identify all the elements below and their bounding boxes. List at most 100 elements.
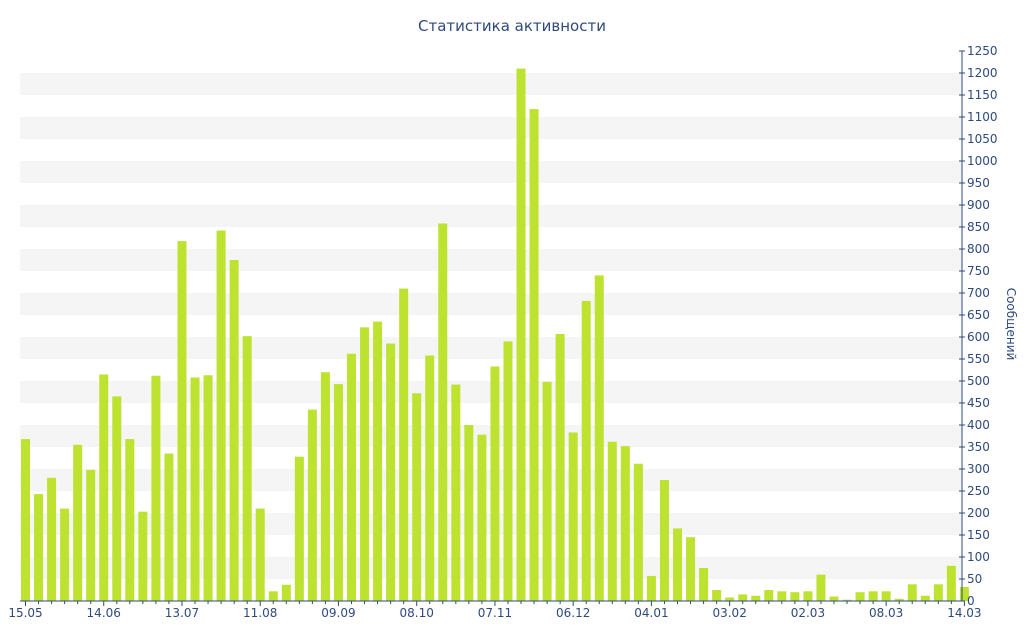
bar (868, 591, 878, 601)
bar (73, 444, 83, 601)
y-tick-label: 250 (967, 484, 990, 498)
bar (594, 275, 604, 601)
bar (399, 288, 409, 601)
bar (242, 336, 252, 601)
bar (216, 230, 226, 601)
y-tick-label: 500 (967, 374, 990, 388)
bar (686, 537, 696, 601)
bar (425, 355, 435, 601)
bar (60, 508, 70, 601)
bar (946, 565, 956, 601)
bar (21, 439, 30, 601)
bar (920, 595, 930, 601)
bar (646, 575, 656, 601)
y-tick-label: 300 (967, 462, 990, 476)
bar (933, 584, 943, 601)
bar (777, 591, 787, 601)
y-tick-label: 350 (967, 440, 990, 454)
y-tick-label: 550 (967, 352, 990, 366)
bar (360, 327, 370, 601)
grid-band (20, 293, 962, 315)
bar (607, 441, 617, 601)
y-tick-label: 150 (967, 528, 990, 542)
y-tick-label: 200 (967, 506, 990, 520)
bar (268, 591, 278, 601)
grid-band (20, 73, 962, 95)
bar (516, 68, 526, 602)
bar (333, 384, 343, 601)
x-tick-label: 09.09 (321, 606, 355, 620)
bar (151, 375, 161, 601)
bar (386, 343, 396, 601)
bar (190, 377, 200, 601)
bar (816, 574, 826, 601)
bar (894, 598, 904, 601)
y-axis: 0 50 100 150 200 250 300 350 400 450 500 550 600 650 7… (959, 44, 998, 608)
bar (881, 591, 891, 601)
bar (790, 592, 800, 601)
x-axis: 15.05 14.06 13.07 11.08 09.09 08.10 07.11 06.12… (8, 600, 982, 620)
y-axis-label: Сообщений (1004, 288, 1018, 361)
y-tick-label: 1250 (967, 44, 998, 58)
y-tick-label: 950 (967, 176, 990, 190)
bar (633, 463, 643, 601)
y-tick-label: 900 (967, 198, 990, 212)
bar (177, 241, 187, 601)
x-tick-label: 14.03 (947, 606, 981, 620)
y-tick-label: 400 (967, 418, 990, 432)
bar (464, 425, 474, 601)
y-tick-label: 100 (967, 550, 990, 564)
bar (347, 353, 356, 601)
bar (47, 477, 57, 601)
x-tick-label: 14.06 (87, 606, 121, 620)
x-tick-label: 13.07 (165, 606, 199, 620)
x-tick-label: 15.05 (8, 606, 42, 620)
y-tick-label: 0 (967, 594, 975, 608)
y-tick-label: 800 (967, 242, 990, 256)
bar (281, 584, 291, 601)
x-tick-label: 08.10 (400, 606, 434, 620)
bar (829, 596, 839, 601)
x-tick-label: 03.02 (712, 606, 746, 620)
bar (307, 409, 317, 601)
y-tick-label: 1050 (967, 132, 998, 146)
x-tick-label: 04.01 (634, 606, 668, 620)
bar (542, 381, 552, 601)
bar (803, 591, 813, 601)
y-tick-label: 850 (967, 220, 990, 234)
bar (503, 341, 513, 601)
grid-band (20, 249, 962, 271)
bar (555, 333, 565, 601)
y-tick-label: 1200 (967, 66, 998, 80)
bar (373, 321, 383, 601)
bar (412, 393, 422, 601)
bar (164, 453, 174, 601)
bar (568, 432, 578, 601)
bar (764, 590, 774, 601)
y-tick-label: 50 (967, 572, 982, 586)
bar (34, 494, 44, 601)
bar (620, 446, 630, 601)
x-tick-label: 07.11 (478, 606, 512, 620)
y-tick-label: 1150 (967, 88, 998, 102)
bar (451, 384, 461, 601)
bar (490, 366, 500, 601)
bar (659, 480, 669, 601)
bar (112, 396, 122, 601)
y-tick-label: 450 (967, 396, 990, 410)
bar (581, 300, 591, 601)
bar (529, 109, 539, 601)
bar (673, 528, 682, 601)
bar (86, 469, 96, 601)
y-tick-label: 1100 (967, 110, 998, 124)
bar (255, 508, 265, 601)
y-tick-label: 650 (967, 308, 990, 322)
x-tick-label: 06.12 (556, 606, 590, 620)
bar (855, 592, 865, 601)
grid-band (20, 337, 962, 359)
bar (477, 434, 487, 601)
grid-band (20, 117, 962, 139)
bar (229, 260, 239, 601)
